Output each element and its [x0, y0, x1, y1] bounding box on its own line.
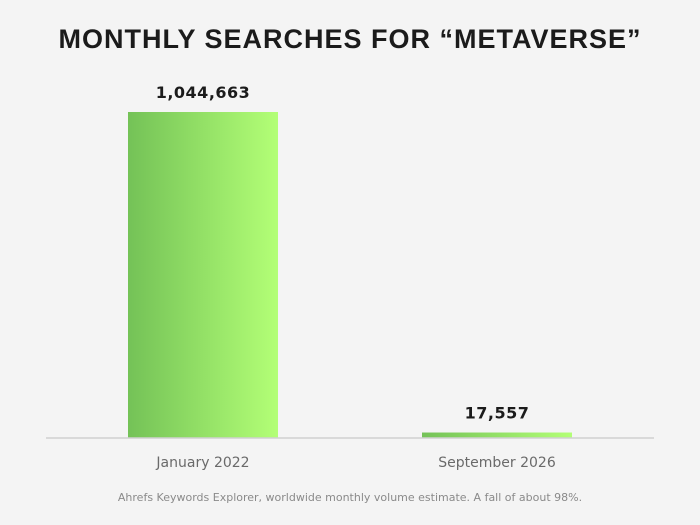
- chart-caption: Ahrefs Keywords Explorer, worldwide mont…: [117, 491, 583, 504]
- bar-2: [422, 432, 572, 438]
- bar-1: [128, 112, 278, 438]
- data-label-2: 17,557: [465, 404, 530, 423]
- x-tick-label-1: January 2022: [155, 455, 249, 471]
- bars-layer: [128, 112, 572, 438]
- data-label-1: 1,044,663: [156, 83, 251, 102]
- labels-layer: 1,044,663 January 2022 17,557 September 202…: [155, 83, 555, 471]
- chart-title: MONTHLY SEARCHES FOR “METAVERSE”: [58, 24, 642, 54]
- x-tick-label-2: September 2026: [438, 455, 556, 471]
